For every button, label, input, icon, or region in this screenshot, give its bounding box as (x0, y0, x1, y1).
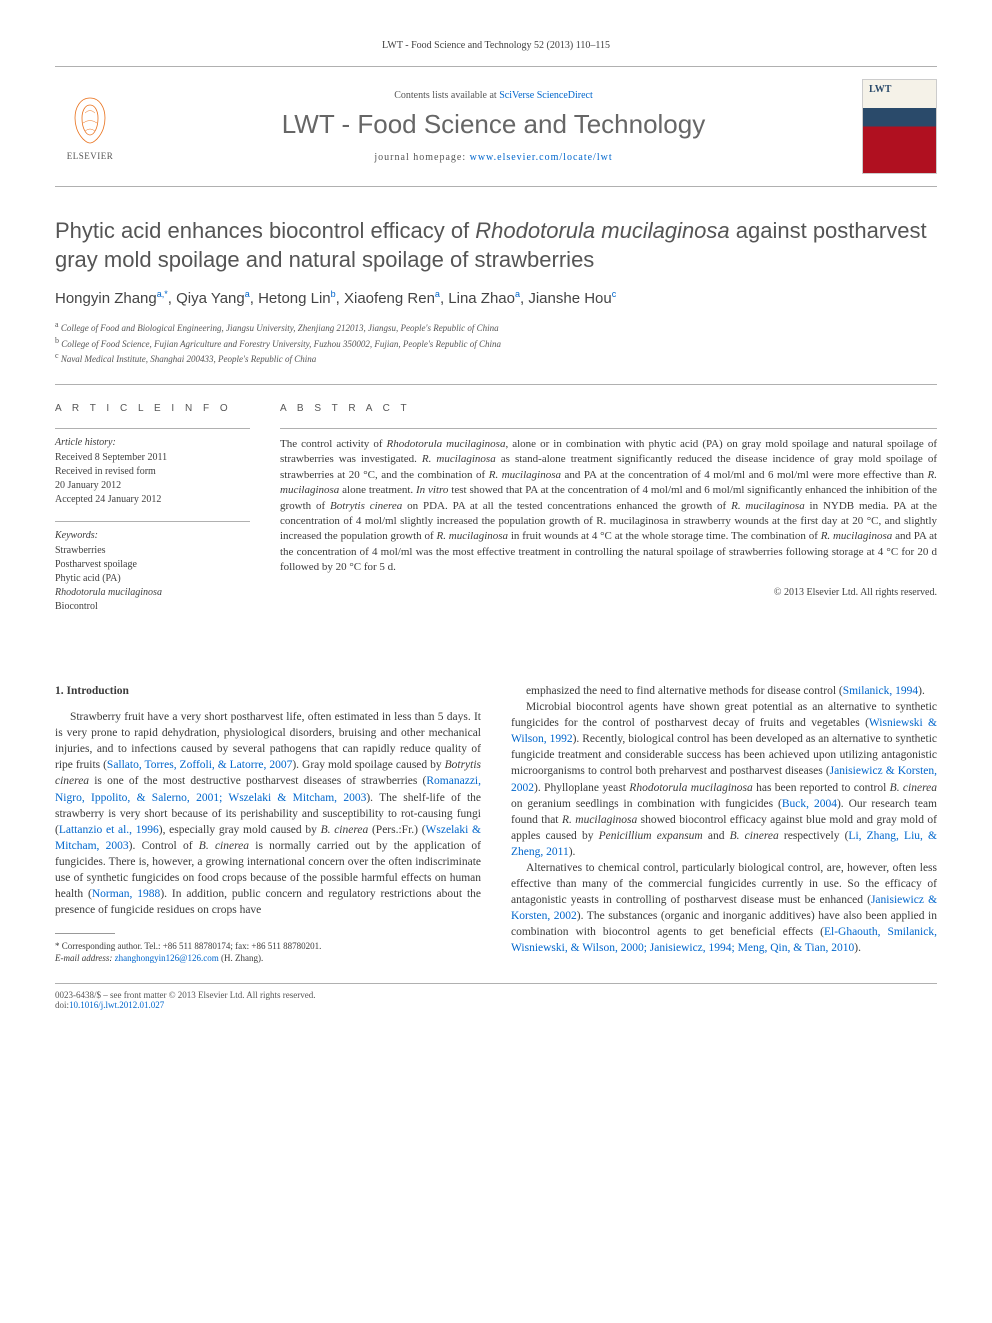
article-body: 1. Introduction Strawberry fruit have a … (55, 683, 937, 965)
doi-link[interactable]: 10.1016/j.lwt.2012.01.027 (69, 1000, 164, 1010)
keyword: Phytic acid (PA) (55, 572, 250, 586)
section-1-heading: 1. Introduction (55, 683, 481, 699)
body-paragraph: Microbial biocontrol agents have shown g… (511, 699, 937, 860)
journal-cover-thumbnail (862, 79, 937, 174)
journal-masthead: ELSEVIER Contents lists available at Sci… (55, 66, 937, 187)
abstract-body: The control activity of Rhodotorula muci… (280, 428, 937, 576)
author-list: Hongyin Zhanga,*, Qiya Yanga, Hetong Lin… (55, 289, 937, 307)
abstract-column: A B S T R A C T The control activity of … (280, 385, 937, 628)
header-citation: LWT - Food Science and Technology 52 (20… (55, 40, 937, 51)
keyword: Postharvest spoilage (55, 558, 250, 572)
body-paragraph: Strawberry fruit have a very short posth… (55, 709, 481, 918)
doi-line: doi:10.1016/j.lwt.2012.01.027 (55, 1000, 937, 1010)
keyword: Biocontrol (55, 600, 250, 614)
keywords-block: Keywords: Strawberries Postharvest spoil… (55, 521, 250, 614)
elsevier-logo: ELSEVIER (55, 87, 125, 167)
email-label: E-mail address: (55, 953, 115, 963)
front-matter-line: 0023-6438/$ – see front matter © 2013 El… (55, 990, 937, 1000)
keyword: Rhodotorula mucilaginosa (55, 586, 250, 600)
history-label: Article history: (55, 437, 250, 448)
email-footnote: E-mail address: zhanghongyin126@126.com … (55, 952, 481, 964)
abstract-heading: A B S T R A C T (280, 403, 937, 414)
homepage-prefix: journal homepage: (374, 152, 469, 163)
footnote-rule (55, 933, 115, 934)
contents-prefix: Contents lists available at (394, 90, 499, 101)
email-tail: (H. Zhang). (219, 953, 264, 963)
article-title: Phytic acid enhances biocontrol efficacy… (55, 217, 937, 274)
affiliation-c: c Naval Medical Institute, Shanghai 2004… (55, 350, 937, 366)
contents-line: Contents lists available at SciVerse Sci… (140, 90, 847, 101)
sciencedirect-link[interactable]: SciVerse ScienceDirect (499, 90, 593, 101)
keywords-label: Keywords: (55, 530, 250, 541)
title-text-pre: Phytic acid enhances biocontrol efficacy… (55, 218, 475, 243)
keyword: Strawberries (55, 544, 250, 558)
corresponding-author-footnote: * Corresponding author. Tel.: +86 511 88… (55, 940, 481, 952)
abstract-copyright: © 2013 Elsevier Ltd. All rights reserved… (280, 587, 937, 598)
homepage-line: journal homepage: www.elsevier.com/locat… (140, 152, 847, 163)
title-species: Rhodotorula mucilaginosa (475, 218, 729, 243)
author-email-link[interactable]: zhanghongyin126@126.com (115, 953, 219, 963)
affiliations: a College of Food and Biological Enginee… (55, 319, 937, 366)
article-info-heading: A R T I C L E I N F O (55, 403, 250, 414)
homepage-link[interactable]: www.elsevier.com/locate/lwt (470, 152, 613, 163)
doi-label: doi: (55, 1000, 69, 1010)
masthead-center: Contents lists available at SciVerse Sci… (140, 90, 847, 163)
article-history-block: Article history: Received 8 September 20… (55, 428, 250, 507)
body-paragraph: Alternatives to chemical control, partic… (511, 860, 937, 957)
body-paragraph: emphasized the need to find alternative … (511, 683, 937, 699)
affiliation-b: b College of Food Science, Fujian Agricu… (55, 335, 937, 351)
history-text: Received 8 September 2011Received in rev… (55, 451, 250, 507)
keywords-list: Strawberries Postharvest spoilage Phytic… (55, 544, 250, 614)
publisher-brand: ELSEVIER (67, 151, 114, 161)
article-info-column: A R T I C L E I N F O Article history: R… (55, 385, 250, 628)
journal-name: LWT - Food Science and Technology (140, 109, 847, 140)
affiliation-a: a College of Food and Biological Enginee… (55, 319, 937, 335)
page-footer: 0023-6438/$ – see front matter © 2013 El… (55, 983, 937, 1010)
